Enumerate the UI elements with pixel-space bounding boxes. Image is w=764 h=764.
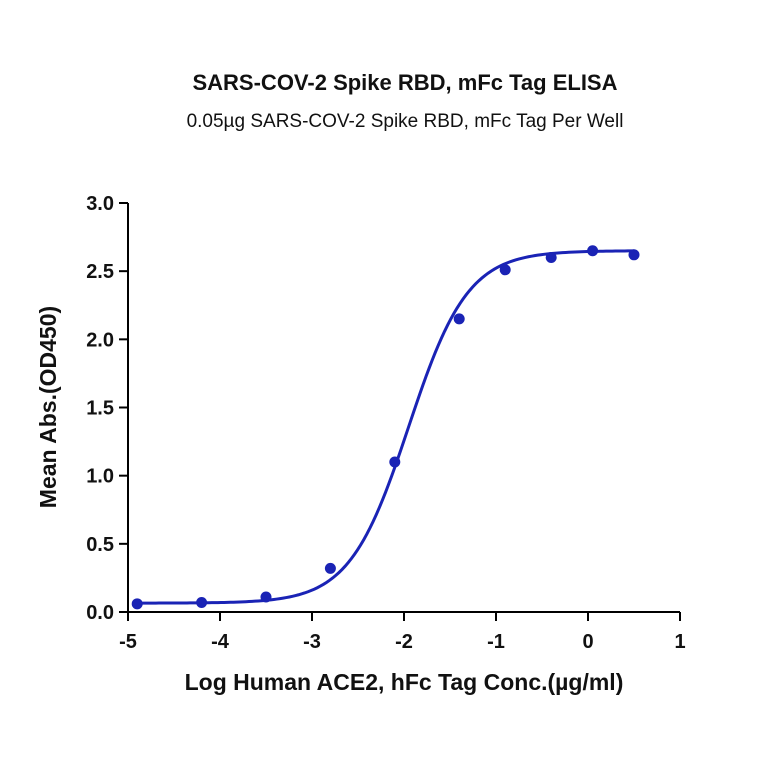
y-tick-label: 0.5 — [86, 534, 114, 556]
x-tick-label: -5 — [119, 631, 137, 653]
fit-curve — [137, 249, 635, 605]
data-point — [587, 245, 599, 257]
y-axis-ticks: 0.0 0.5 1.0 1.5 2.0 2.5 3.0 — [86, 193, 128, 624]
x-tick-label: -2 — [395, 631, 413, 653]
y-axis-label: Mean Abs.(OD450) — [35, 306, 61, 508]
y-tick-label: 2.0 — [86, 329, 114, 351]
y-tick-label: 0.0 — [86, 602, 114, 624]
chart-subtitle: 0.05µg SARS-COV-2 Spike RBD, mFc Tag Per… — [187, 111, 624, 132]
chart-title: SARS-COV-2 Spike RBD, mFc Tag ELISA — [192, 70, 617, 95]
x-tick-label: -4 — [211, 631, 230, 653]
data-point — [499, 264, 511, 276]
y-tick-label: 1.0 — [86, 466, 114, 488]
data-point — [196, 596, 208, 608]
data-point — [131, 598, 143, 610]
x-tick-label: -3 — [303, 631, 321, 653]
data-point — [260, 591, 272, 603]
x-tick-label: -1 — [487, 631, 505, 653]
x-axis-ticks: -5 -4 -3 -2 -1 0 1 — [119, 612, 686, 653]
data-point — [324, 562, 336, 574]
x-tick-label: 0 — [582, 631, 593, 653]
y-tick-label: 2.5 — [86, 261, 114, 283]
y-tick-label: 3.0 — [86, 193, 114, 215]
data-point — [453, 313, 465, 325]
x-axis-label: Log Human ACE2, hFc Tag Conc.(µg/ml) — [185, 669, 624, 695]
data-point — [545, 252, 557, 264]
plot-area — [131, 245, 640, 610]
y-tick-label: 1.5 — [86, 398, 114, 420]
data-point — [389, 456, 401, 468]
data-point — [628, 249, 640, 261]
x-tick-label: 1 — [674, 631, 685, 653]
